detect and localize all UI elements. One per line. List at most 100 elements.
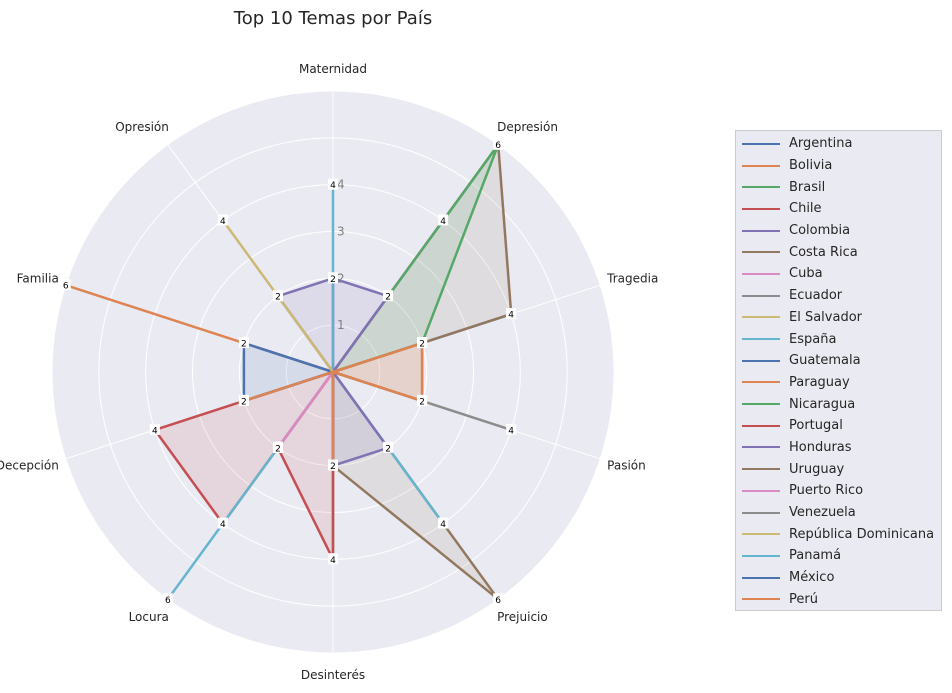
legend-item: Costa Rica — [736, 241, 941, 263]
legend-label: Puerto Rico — [789, 483, 864, 499]
legend-label: España — [789, 331, 837, 347]
radial-tick-label: 4 — [337, 178, 345, 192]
data-label: 2 — [275, 293, 281, 303]
data-label-bg — [217, 214, 228, 226]
legend-swatch — [742, 316, 780, 319]
data-label: 2 — [385, 293, 391, 303]
legend-item: Chile — [736, 198, 941, 220]
series-area — [333, 343, 423, 401]
data-label: 4 — [220, 217, 226, 227]
legend-swatch — [742, 468, 780, 471]
radial-tick-label: 1 — [337, 318, 345, 332]
legend-label: Brasil — [789, 179, 826, 195]
legend-swatch — [742, 186, 780, 189]
data-label: 2 — [275, 444, 281, 454]
data-label: 4 — [330, 556, 336, 566]
legend-item: Honduras — [736, 437, 941, 459]
legend-label: República Dominicana — [789, 526, 935, 542]
legend-item: Argentina — [736, 133, 941, 155]
data-label-bg — [506, 423, 517, 435]
data-label-bg — [383, 290, 394, 302]
legend-item: Colombia — [736, 220, 941, 242]
legend-swatch — [742, 229, 780, 232]
data-label-bg — [328, 459, 338, 471]
legend-label: Costa Rica — [789, 244, 858, 260]
legend-item: España — [736, 328, 941, 350]
data-label: 4 — [440, 520, 446, 530]
series-area — [333, 144, 499, 560]
legend-label: Paraguay — [789, 374, 850, 390]
data-label-bg — [328, 553, 338, 565]
series-area — [243, 343, 333, 401]
category-label: Opresión — [115, 120, 169, 134]
legend-label: Chile — [789, 201, 822, 217]
category-label: Depresión — [497, 120, 558, 134]
legend-swatch — [742, 338, 780, 341]
legend: Argentina Bolivia Brasil Chile Colombia Costa… — [735, 130, 942, 611]
data-label-bg — [417, 337, 428, 349]
legend-label: Argentina — [789, 136, 853, 152]
data-label: 4 — [330, 181, 336, 191]
series-area — [277, 372, 333, 560]
legend-swatch — [742, 142, 780, 145]
legend-item: Ecuador — [736, 285, 941, 307]
data-label: 2 — [385, 444, 391, 454]
data-label: 6 — [63, 282, 69, 292]
legend-swatch — [742, 576, 780, 579]
legend-swatch — [742, 489, 780, 492]
legend-item: Puerto Rico — [736, 480, 941, 502]
chart-title: Top 10 Temas por País — [233, 8, 432, 29]
legend-item: Panamá — [736, 545, 941, 567]
legend-swatch — [742, 381, 780, 384]
data-label-bg — [238, 394, 249, 406]
legend-swatch — [742, 272, 780, 275]
legend-swatch — [742, 554, 780, 557]
radial-tick-label: 2 — [337, 271, 345, 285]
data-label-bg — [238, 337, 249, 349]
legend-item: Guatemala — [736, 350, 941, 372]
series-area — [333, 144, 512, 600]
legend-label: Bolivia — [789, 158, 833, 174]
legend-item: Venezuela — [736, 502, 941, 524]
legend-swatch — [742, 598, 780, 601]
data-label: 2 — [241, 397, 247, 407]
legend-item: República Dominicana — [736, 523, 941, 545]
data-label-bg — [383, 441, 394, 453]
legend-swatch — [742, 511, 780, 514]
radial-tick-label: 3 — [337, 225, 345, 239]
legend-item: Brasil — [736, 176, 941, 198]
legend-label: Honduras — [789, 439, 852, 455]
data-label: 2 — [241, 340, 247, 350]
data-labels: 466442646242444462222624422222222222222 — [60, 138, 517, 606]
data-label: 2 — [330, 275, 336, 285]
legend-item: Cuba — [736, 263, 941, 285]
data-label: 6 — [165, 596, 171, 606]
legend-item: Bolivia — [736, 155, 941, 177]
category-label: Locura — [129, 610, 169, 624]
data-label-bg — [272, 290, 283, 302]
data-label: 2 — [419, 397, 425, 407]
category-label: Prejuicio — [497, 610, 548, 624]
legend-label: Venezuela — [789, 505, 856, 521]
category-label: Pasión — [607, 459, 646, 473]
data-label: 2 — [419, 340, 425, 350]
legend-label: Panamá — [789, 548, 842, 564]
data-label-bg — [162, 593, 173, 605]
legend-swatch — [742, 424, 780, 427]
legend-swatch — [742, 446, 780, 449]
legend-item: El Salvador — [736, 307, 941, 329]
radar-series — [64, 143, 513, 601]
data-label-bg — [493, 138, 504, 150]
legend-swatch — [742, 403, 780, 406]
legend-item: Nicaragua — [736, 393, 941, 415]
legend-swatch — [742, 251, 780, 254]
data-label-bg — [438, 517, 449, 529]
data-label-bg — [417, 394, 428, 406]
data-label-bg — [217, 517, 228, 529]
data-label: 4 — [440, 217, 446, 227]
legend-swatch — [742, 359, 780, 362]
legend-item: Uruguay — [736, 458, 941, 480]
category-label: Maternidad — [299, 62, 367, 76]
data-label: 6 — [495, 596, 501, 606]
